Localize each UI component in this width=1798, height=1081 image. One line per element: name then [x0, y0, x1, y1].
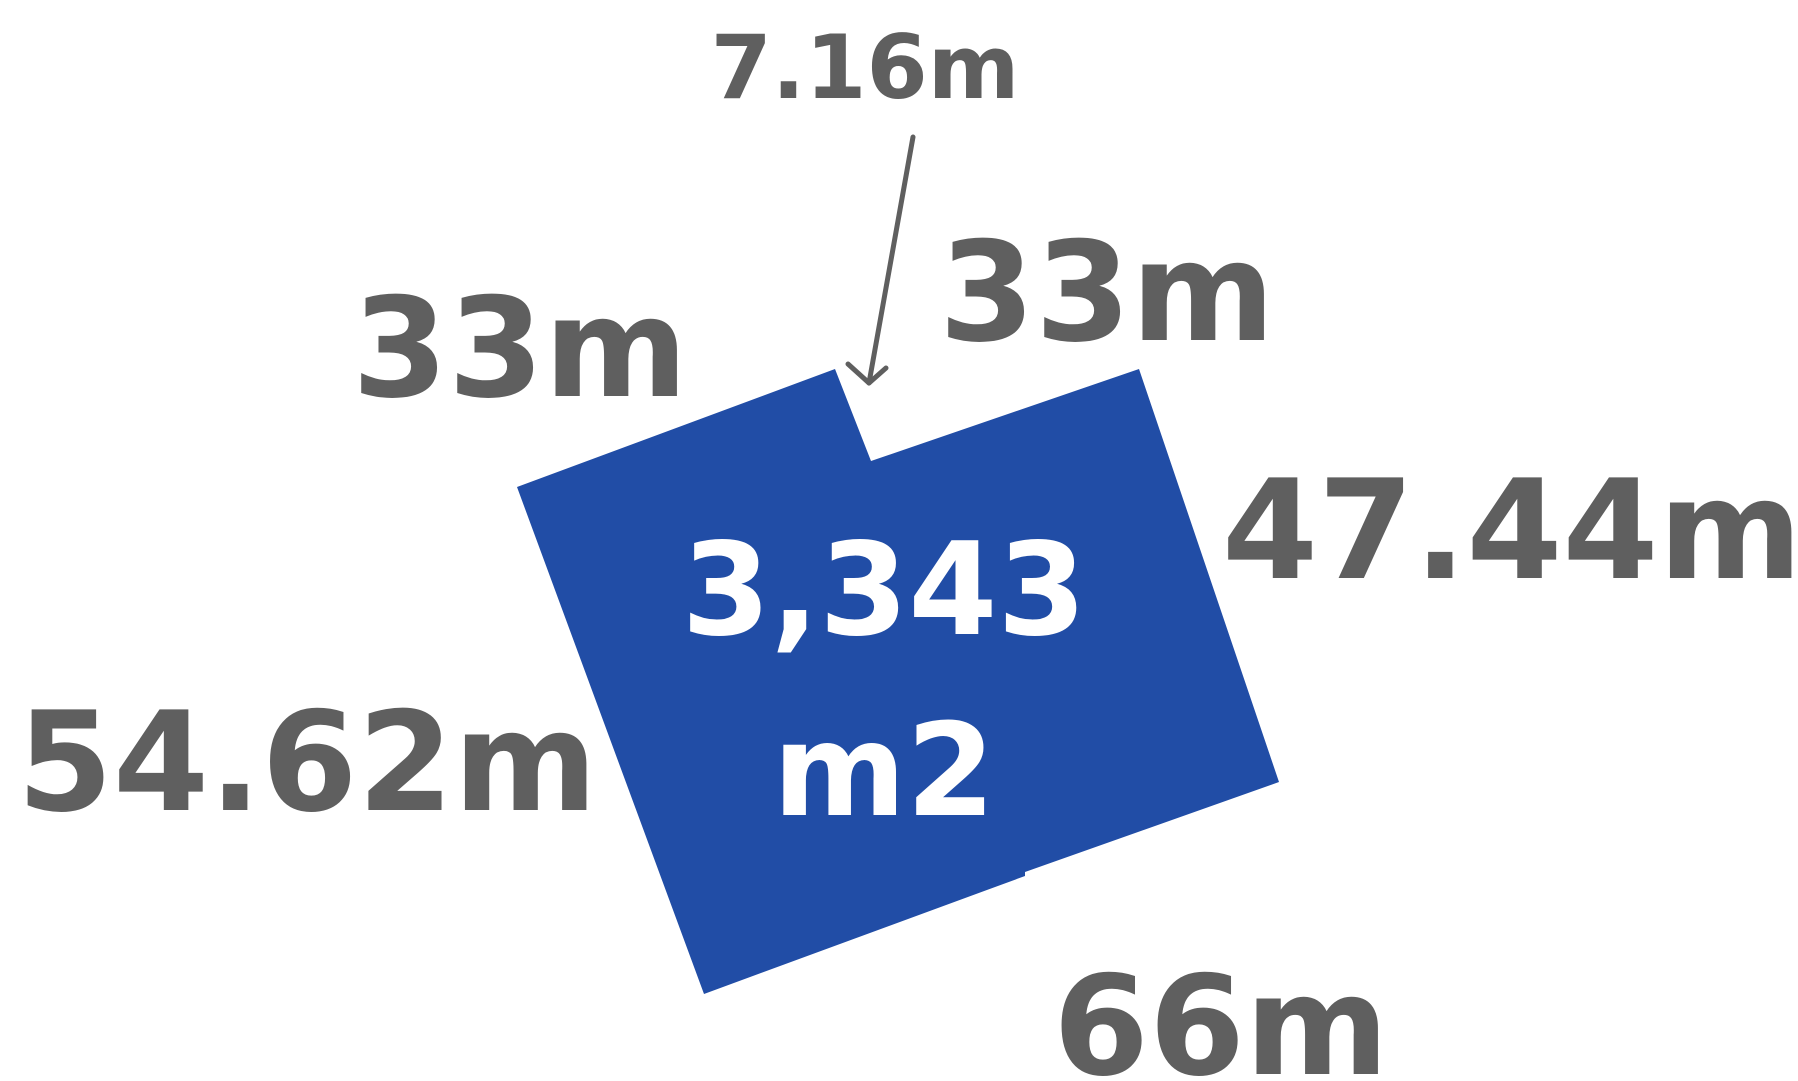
dimension-label-top-left: 33m: [352, 268, 688, 429]
dimension-label-top-right: 33m: [939, 212, 1275, 373]
area-value: 3,343: [682, 516, 1087, 665]
land-parcel-shape: [517, 369, 1279, 994]
area-unit: m2: [773, 697, 995, 846]
notch-arrow: [845, 134, 916, 386]
dimension-label-top-notch: 7.16m: [711, 16, 1020, 119]
dimension-label-right: 47.44m: [1222, 450, 1798, 611]
dimension-label-left: 54.62m: [17, 682, 597, 843]
dimension-label-bottom: 66m: [1053, 946, 1389, 1081]
